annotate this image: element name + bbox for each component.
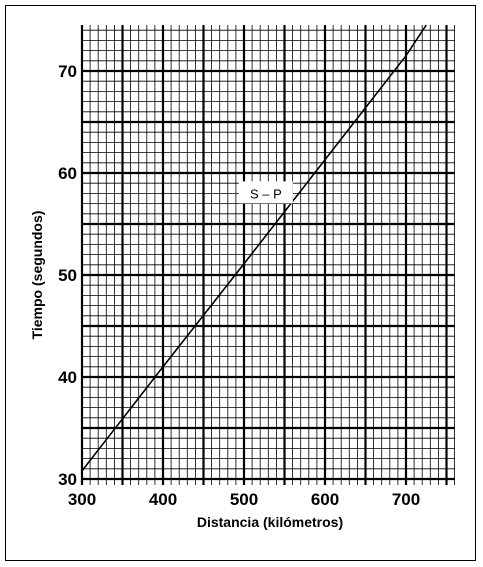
x-tick-label: 700 [392,490,420,509]
y-tick-labels: 30 40 50 60 70 [58,62,77,489]
x-tick-label: 500 [230,490,258,509]
y-tick-label: 70 [58,62,77,81]
minor-gridlines [82,25,456,485]
x-tick-labels: 300 400 500 600 700 [68,490,420,509]
x-axis-label: Distancia (kilómetros) [197,514,343,530]
y-axis-label: Tiempo (segundos) [29,211,45,340]
series-line [81,24,427,472]
x-tick-label: 600 [311,490,339,509]
x-tick-label: 400 [149,490,177,509]
x-tick-label: 300 [68,490,96,509]
annotation-background [238,181,293,204]
annotations-group: S – P [238,181,293,204]
y-tick-label: 40 [58,368,77,387]
annotation-s-p: S – P [250,186,282,201]
y-tick-label: 60 [58,164,77,183]
y-tick-label: 30 [58,470,77,489]
major-gridlines [80,25,455,485]
series-group [81,24,427,472]
y-tick-label: 50 [58,266,77,285]
